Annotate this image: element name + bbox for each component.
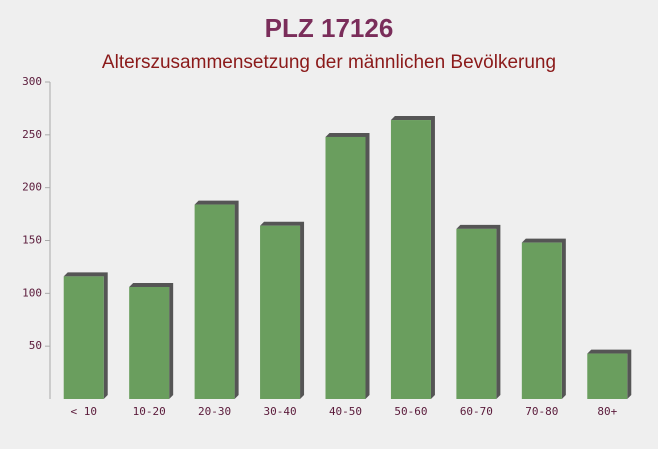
y-tick-label: 250	[22, 128, 42, 141]
x-tick-label: 70-80	[525, 405, 558, 418]
bar	[521, 242, 562, 399]
chart-title: PLZ 17126	[265, 13, 394, 43]
bar	[390, 120, 431, 399]
x-tick-label: 40-50	[329, 405, 362, 418]
bar	[129, 286, 170, 399]
x-tick-label: 80+	[597, 405, 617, 418]
y-tick-label: 50	[29, 339, 42, 352]
x-tick-label: 50-60	[394, 405, 427, 418]
y-tick-label: 200	[22, 181, 42, 194]
y-tick-label: 300	[22, 75, 42, 88]
bar	[63, 276, 104, 399]
x-tick-label: 10-20	[133, 405, 166, 418]
bar	[194, 204, 235, 399]
x-tick-label: 60-70	[460, 405, 493, 418]
x-tick-label: 20-30	[198, 405, 231, 418]
bar	[260, 225, 301, 399]
chart-subtitle: Alterszusammensetzung der männlichen Bev…	[102, 52, 556, 73]
y-tick-label: 100	[22, 286, 42, 299]
x-tick-label: 30-40	[263, 405, 296, 418]
x-tick-label: < 10	[70, 405, 97, 418]
bar	[456, 228, 497, 399]
bar	[587, 353, 628, 399]
y-tick-label: 150	[22, 234, 42, 247]
bar	[325, 136, 366, 400]
